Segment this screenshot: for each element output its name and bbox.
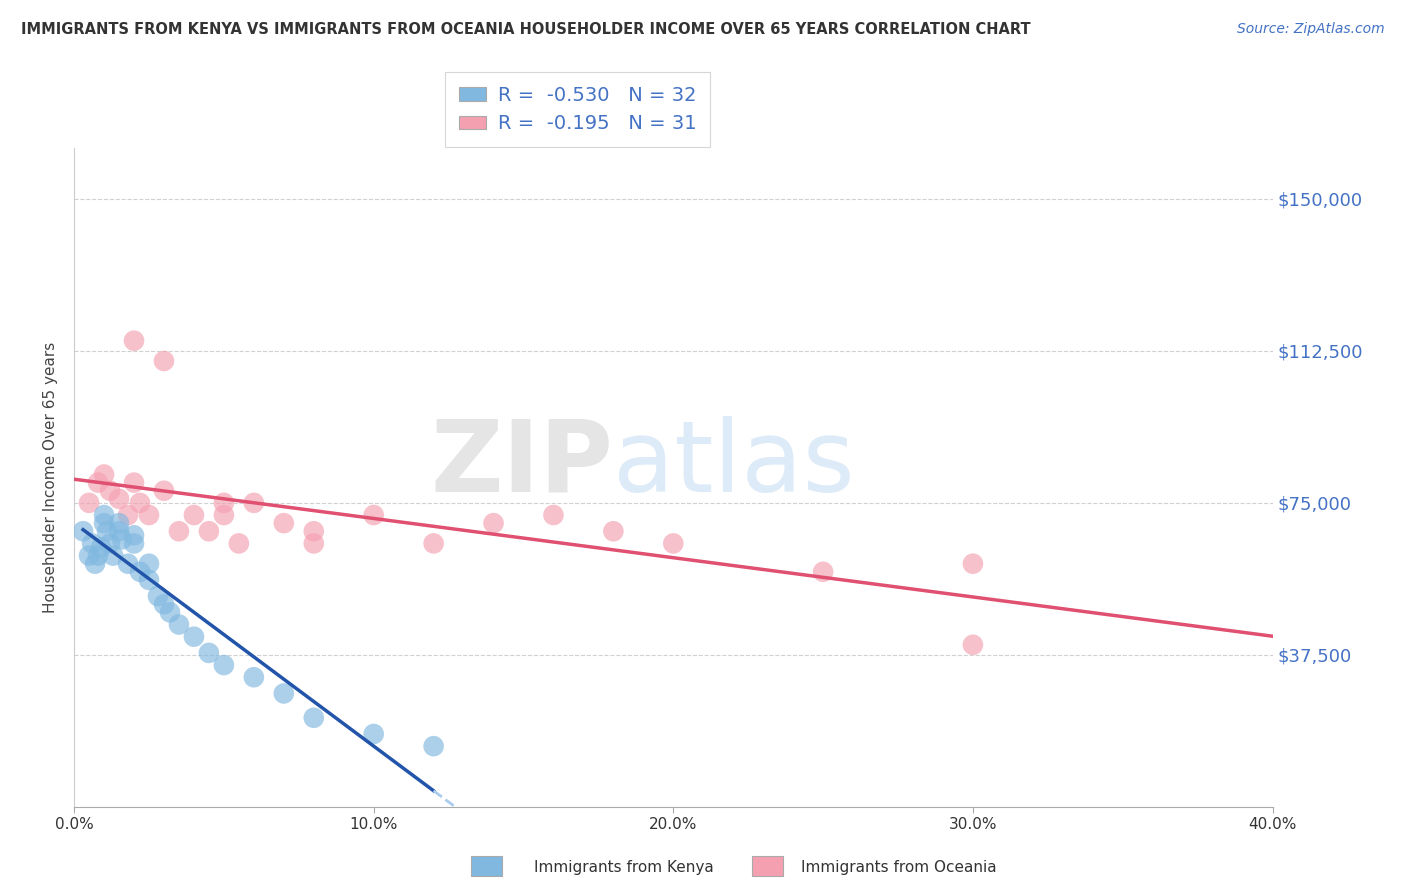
Text: ZIP: ZIP: [430, 416, 613, 513]
Point: [80, 536, 103, 550]
Point: [90, 541, 112, 555]
Point: [159, 605, 181, 619]
Point: [87, 549, 110, 563]
Point: [93, 516, 115, 530]
Point: [122, 475, 145, 490]
Point: [273, 686, 295, 700]
Point: [84, 557, 107, 571]
Point: [198, 646, 221, 660]
Point: [108, 516, 131, 530]
Text: IMMIGRANTS FROM KENYA VS IMMIGRANTS FROM OCEANIA HOUSEHOLDER INCOME OVER 65 YEAR: IMMIGRANTS FROM KENYA VS IMMIGRANTS FROM…: [21, 22, 1031, 37]
Point: [98, 536, 121, 550]
Point: [212, 496, 235, 510]
Y-axis label: Householder Income Over 65 years: Householder Income Over 65 years: [44, 342, 58, 613]
Text: atlas: atlas: [613, 416, 855, 513]
Point: [138, 508, 160, 522]
Point: [422, 536, 444, 550]
Point: [117, 557, 139, 571]
Point: [77, 549, 100, 563]
Point: [167, 617, 190, 632]
Point: [243, 670, 266, 684]
Point: [212, 508, 235, 522]
Text: Immigrants from Kenya: Immigrants from Kenya: [534, 860, 714, 874]
Point: [122, 528, 145, 542]
Point: [183, 630, 205, 644]
Point: [212, 658, 235, 673]
Point: [129, 496, 152, 510]
Text: Immigrants from Oceania: Immigrants from Oceania: [801, 860, 997, 874]
Point: [77, 496, 100, 510]
Point: [302, 524, 325, 539]
Point: [129, 565, 152, 579]
Point: [138, 557, 160, 571]
Point: [363, 508, 385, 522]
Point: [962, 557, 984, 571]
Point: [98, 483, 121, 498]
Point: [153, 483, 176, 498]
Point: [302, 536, 325, 550]
Point: [962, 638, 984, 652]
Point: [228, 536, 250, 550]
Point: [302, 711, 325, 725]
Point: [363, 727, 385, 741]
Point: [273, 516, 295, 530]
Point: [108, 524, 131, 539]
Point: [72, 524, 94, 539]
Point: [167, 524, 190, 539]
Point: [117, 508, 139, 522]
Point: [153, 597, 176, 611]
Point: [122, 334, 145, 348]
Point: [101, 549, 124, 563]
Point: [138, 573, 160, 587]
Point: [93, 508, 115, 522]
Point: [811, 565, 834, 579]
Point: [183, 508, 205, 522]
Point: [153, 354, 176, 368]
Point: [122, 536, 145, 550]
Legend: R =  -0.530   N = 32, R =  -0.195   N = 31: R = -0.530 N = 32, R = -0.195 N = 31: [446, 72, 710, 147]
Point: [602, 524, 624, 539]
Text: Source: ZipAtlas.com: Source: ZipAtlas.com: [1237, 22, 1385, 37]
Point: [96, 524, 118, 539]
Point: [198, 524, 221, 539]
Point: [108, 491, 131, 506]
Point: [422, 739, 444, 754]
Point: [93, 467, 115, 482]
Point: [111, 533, 134, 547]
Point: [87, 475, 110, 490]
Point: [146, 589, 169, 603]
Point: [662, 536, 685, 550]
Point: [243, 496, 266, 510]
Point: [482, 516, 505, 530]
Point: [543, 508, 565, 522]
